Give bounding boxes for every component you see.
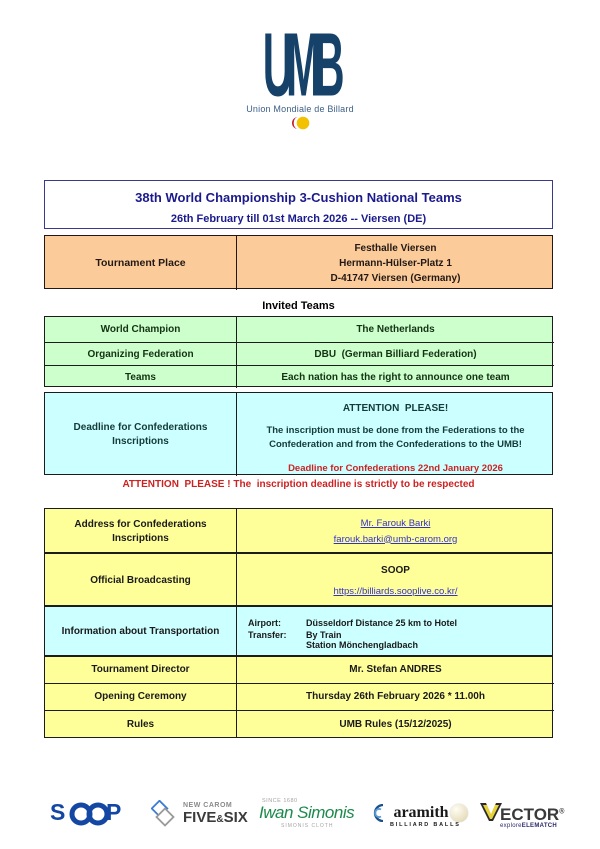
- svg-text:P: P: [106, 800, 121, 825]
- svg-text:S: S: [50, 800, 65, 825]
